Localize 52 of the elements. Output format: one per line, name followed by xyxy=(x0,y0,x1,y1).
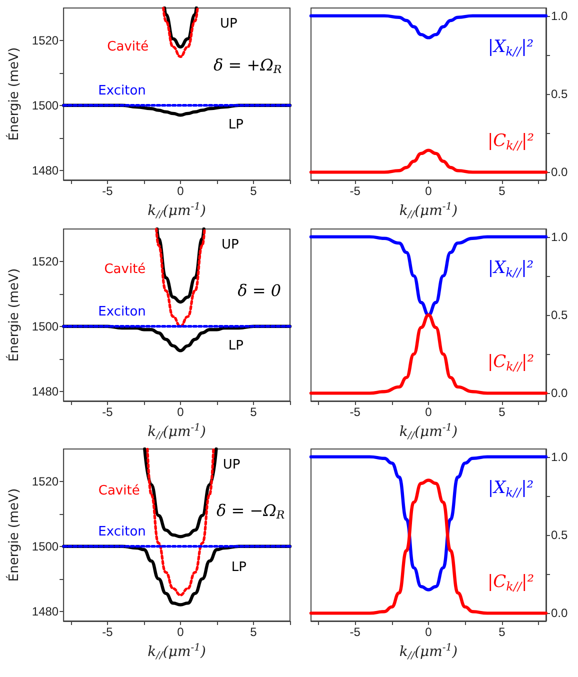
y-tick-label: 0.0 xyxy=(551,165,568,180)
x-tick-label: 5 xyxy=(250,625,258,639)
x-tick-label: 0 xyxy=(177,184,184,198)
x-tick-label: 5 xyxy=(250,184,258,198)
y-tick-label: 0.5 xyxy=(551,87,568,101)
x-tick-label: 0 xyxy=(425,625,432,639)
series-label: LP xyxy=(231,560,247,575)
x-tick-label: -5 xyxy=(350,404,361,418)
y-tick-label: 1.0 xyxy=(551,450,568,464)
x-tick-label: -5 xyxy=(350,625,361,639)
series-label: Exciton xyxy=(98,524,146,540)
y-axis-title: Énergie (meV) xyxy=(5,268,22,362)
y-tick-label: 0.0 xyxy=(551,606,568,620)
y-axis-title: Énergie (meV) xyxy=(5,47,22,141)
series-label: Cavité xyxy=(104,262,146,277)
y-tick-label: 1520 xyxy=(32,254,59,268)
y-axis-title: Énergie (meV) xyxy=(5,488,22,582)
x-tick-label: 0 xyxy=(177,404,184,418)
y-tick-label: 0.0 xyxy=(551,386,568,400)
y-tick-label: 1500 xyxy=(32,539,59,554)
series-label: UP xyxy=(222,458,240,473)
x-tick-label: -5 xyxy=(102,625,114,639)
series-label: LP xyxy=(228,117,244,132)
series-label: LP xyxy=(228,338,244,353)
y-tick-label: 1520 xyxy=(32,474,59,488)
y-tick-label: 1.0 xyxy=(551,229,568,244)
series-label: Exciton xyxy=(98,304,146,319)
y-tick-label: 1480 xyxy=(32,384,59,398)
series-label: Exciton xyxy=(98,83,146,98)
x-tick-label: 5 xyxy=(250,404,258,418)
y-tick-label: 1500 xyxy=(32,318,59,333)
x-tick-label: -5 xyxy=(102,404,114,418)
y-tick-label: 1480 xyxy=(32,163,59,178)
series-label: UP xyxy=(221,237,239,252)
y-tick-label: 1.0 xyxy=(551,8,568,23)
annotation: δ = 0 xyxy=(238,280,282,300)
x-tick-label: 5 xyxy=(498,404,506,418)
y-tick-label: 0.5 xyxy=(551,308,568,322)
y-tick-label: 0.5 xyxy=(551,528,568,542)
y-tick-label: 1520 xyxy=(32,33,59,48)
x-tick-label: 5 xyxy=(498,625,506,639)
x-tick-label: 0 xyxy=(425,184,432,198)
y-tick-label: 1480 xyxy=(32,604,59,618)
series-label: Cavité xyxy=(98,484,140,499)
x-tick-label: -5 xyxy=(102,184,114,198)
x-tick-label: -5 xyxy=(350,184,361,198)
series-label: Cavité xyxy=(107,39,149,54)
y-tick-label: 1500 xyxy=(32,98,59,112)
x-tick-label: 0 xyxy=(177,625,184,639)
series-label: UP xyxy=(220,16,238,32)
x-tick-label: 5 xyxy=(498,184,506,198)
x-tick-label: 0 xyxy=(425,404,432,418)
